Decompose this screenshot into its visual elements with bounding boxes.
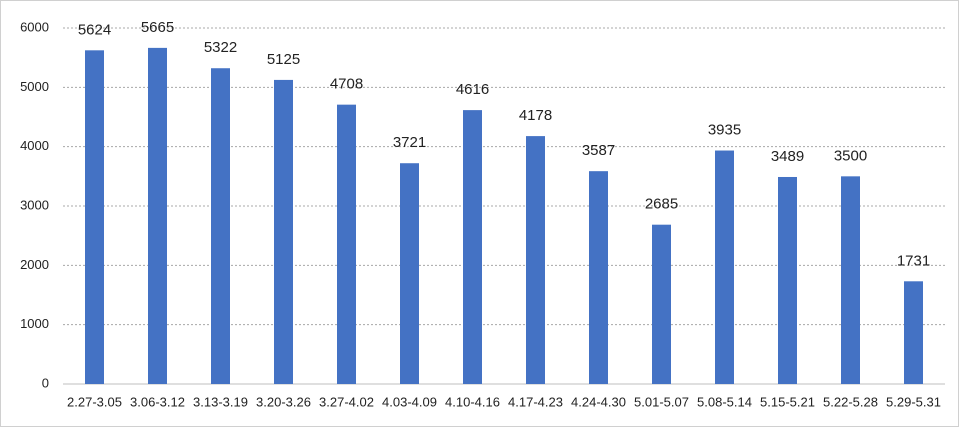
y-tick-label: 4000	[20, 138, 49, 153]
bar	[85, 50, 104, 385]
value-label: 4178	[519, 107, 552, 124]
value-label: 5665	[141, 19, 174, 36]
x-tick-label: 4.17-4.23	[508, 394, 563, 409]
value-label: 3935	[708, 121, 741, 138]
x-tick-label: 5.08-5.14	[697, 394, 752, 409]
y-tick-label: 1000	[20, 316, 49, 331]
value-label: 5322	[204, 39, 237, 56]
x-tick-label: 2.27-3.05	[67, 394, 122, 409]
x-tick-label: 5.22-5.28	[823, 394, 878, 409]
value-label: 2685	[645, 196, 678, 213]
bar	[526, 136, 545, 384]
value-label: 3500	[834, 147, 867, 164]
x-tick-label: 3.06-3.12	[130, 394, 185, 409]
bar	[778, 176, 797, 384]
bar	[904, 281, 923, 384]
y-tick-label: 6000	[20, 19, 49, 34]
x-tick-label: 3.13-3.19	[193, 394, 248, 409]
x-tick-label: 3.27-4.02	[319, 394, 374, 409]
value-label: 4708	[330, 76, 363, 93]
x-tick-label: 4.24-4.30	[571, 394, 626, 409]
bar	[337, 104, 356, 385]
x-tick-label: 5.15-5.21	[760, 394, 815, 409]
value-label: 3489	[771, 148, 804, 165]
x-tick-label: 4.10-4.16	[445, 394, 500, 409]
bar	[211, 68, 230, 384]
x-tick-label: 3.20-3.26	[256, 394, 311, 409]
x-tick-label: 5.29-5.31	[886, 394, 941, 409]
value-label: 3587	[582, 142, 615, 159]
x-tick-label: 4.03-4.09	[382, 394, 437, 409]
bar	[652, 224, 671, 384]
value-label: 4616	[456, 81, 489, 98]
bar	[715, 150, 734, 384]
y-tick-label: 5000	[20, 79, 49, 94]
value-label: 3721	[393, 134, 426, 151]
bar	[274, 79, 293, 385]
value-label: 5125	[267, 51, 300, 68]
x-tick-label: 5.01-5.07	[634, 394, 689, 409]
bar	[841, 176, 860, 384]
bar	[400, 163, 419, 384]
y-tick-label: 2000	[20, 257, 49, 272]
value-label: 5624	[78, 21, 111, 38]
bar	[148, 47, 167, 384]
bar	[589, 171, 608, 384]
bar	[463, 110, 482, 384]
value-label: 1731	[897, 252, 930, 269]
y-tick-label: 3000	[20, 197, 49, 212]
y-tick-label: 0	[42, 375, 49, 390]
